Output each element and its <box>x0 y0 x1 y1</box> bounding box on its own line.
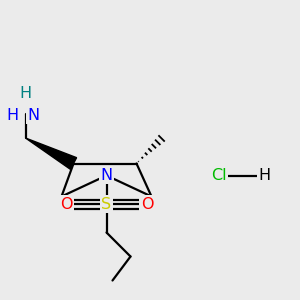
Text: H: H <box>258 168 270 183</box>
Text: H: H <box>20 85 32 100</box>
Text: N: N <box>27 108 39 123</box>
Text: N: N <box>100 168 112 183</box>
Text: O: O <box>60 196 72 211</box>
Text: S: S <box>101 196 112 211</box>
Text: Cl: Cl <box>211 168 227 183</box>
Polygon shape <box>26 138 76 169</box>
Text: H: H <box>6 108 18 123</box>
Text: O: O <box>141 196 153 211</box>
